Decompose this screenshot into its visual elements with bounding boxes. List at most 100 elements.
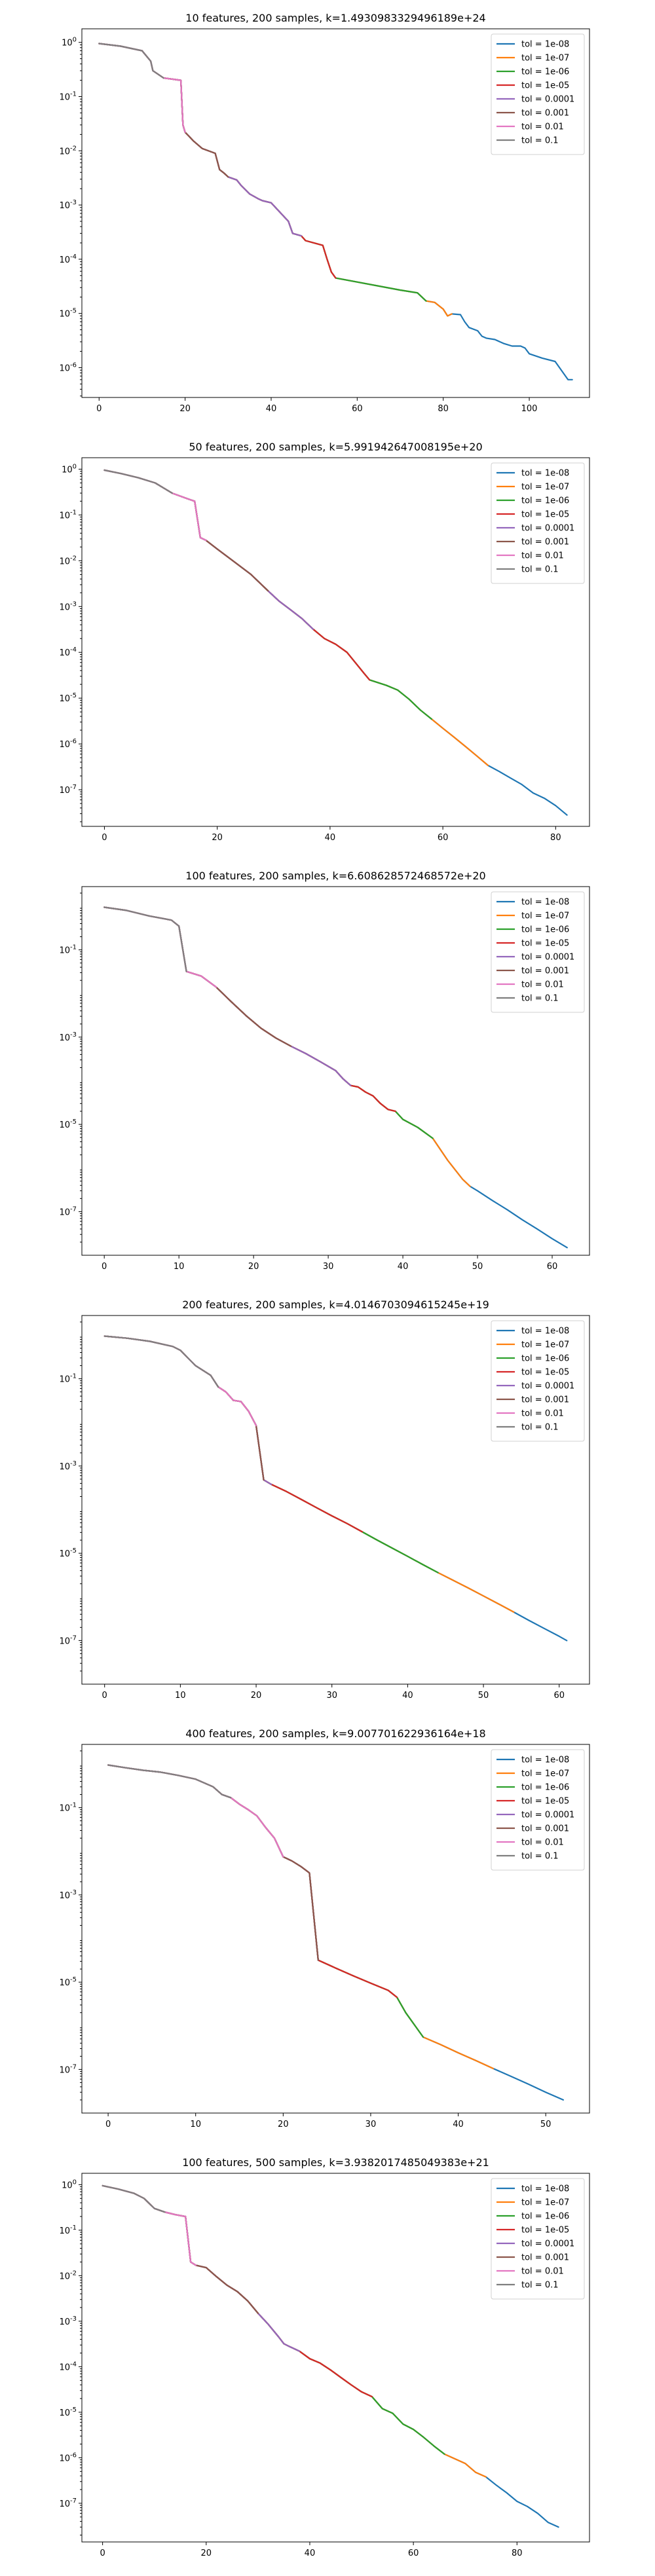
series-group <box>103 469 568 816</box>
y-tick-label: 10-3 <box>59 1460 77 1472</box>
legend-label: tol = 1e-06 <box>521 67 569 77</box>
axes-frame <box>81 28 590 398</box>
legend-label: tol = 0.001 <box>521 1395 569 1405</box>
legend-label: tol = 1e-06 <box>521 1783 569 1793</box>
y-tick-label: 10-7 <box>59 2063 77 2075</box>
y-tick-label: 10-5 <box>59 2406 77 2418</box>
legend-label: tol = 1e-08 <box>521 1327 569 1336</box>
y-tick-label: 10-1 <box>59 509 77 521</box>
y-tick-label: 10-3 <box>59 1031 77 1043</box>
y-tick-label: 10-1 <box>59 1802 77 1814</box>
y-tick-label: 100 <box>62 463 77 475</box>
y-tick-label: 10-1 <box>59 1373 77 1385</box>
x-tick-label: 40 <box>453 2120 464 2129</box>
x-tick-label: 60 <box>408 2548 419 2558</box>
series-group <box>107 1764 565 2101</box>
x-tick-label: 30 <box>323 1262 334 1272</box>
chart-2: 50 features, 200 samples, k=5.9919426470… <box>59 441 590 843</box>
legend-label: tol = 1e-07 <box>521 2198 569 2208</box>
y-tick-label: 10-7 <box>59 1205 77 1217</box>
legend-label: tol = 1e-08 <box>521 2184 569 2194</box>
legend-label: tol = 1e-07 <box>521 54 569 64</box>
y-tick-label: 10-4 <box>59 2361 77 2372</box>
legend-box <box>491 33 585 155</box>
x-tick-label: 50 <box>540 2120 552 2129</box>
y-tick-label: 100 <box>62 37 77 48</box>
series-line <box>103 906 187 972</box>
legend-label: tol = 1e-05 <box>521 1797 569 1807</box>
y-tick-label: 10-5 <box>59 1976 77 1988</box>
legend-label: tol = 1e-06 <box>521 1354 569 1364</box>
y-tick-label: 10-5 <box>59 692 77 704</box>
x-tick-label: 0 <box>102 1262 107 1272</box>
legend-label: tol = 0.0001 <box>521 953 574 963</box>
legend-box <box>491 2178 585 2300</box>
y-tick-label: 10-3 <box>59 199 77 211</box>
legend-label: tol = 0.1 <box>521 1423 559 1433</box>
x-tick-label: 100 <box>521 404 538 414</box>
legend-label: tol = 1e-08 <box>521 469 569 479</box>
series-group <box>103 906 568 1249</box>
x-tick-label: 50 <box>472 1262 483 1272</box>
legend: tol = 1e-08 tol = 1e-07 tol = 1e-06 tol = 1… <box>491 2178 585 2300</box>
chart-title: 400 features, 200 samples, k=9.007701622… <box>185 1727 485 1740</box>
x-tick-label: 40 <box>325 833 336 843</box>
y-tick-label: 10-7 <box>59 1634 77 1646</box>
series-line <box>102 2184 166 2213</box>
x-tick-label: 0 <box>96 404 102 414</box>
legend-label: tol = 1e-05 <box>521 81 569 91</box>
legend-label: tol = 1e-08 <box>521 898 569 908</box>
y-tick-label: 100 <box>62 2179 77 2190</box>
y-tick-label: 10-4 <box>59 253 77 265</box>
y-tick-label: 10-6 <box>59 738 77 750</box>
legend: tol = 1e-08 tol = 1e-07 tol = 1e-06 tol = 1… <box>491 33 585 155</box>
x-tick-label: 30 <box>326 1691 337 1701</box>
y-tick-label: 10-2 <box>59 2270 77 2281</box>
x-tick-label: 20 <box>179 404 191 414</box>
legend-label: tol = 1e-06 <box>521 496 569 506</box>
axes-frame <box>81 2173 590 2543</box>
y-tick-label: 10-6 <box>59 2452 77 2463</box>
y-tick-label: 10-2 <box>59 145 77 156</box>
legend-label: tol = 0.0001 <box>521 1811 574 1820</box>
legend-label: tol = 1e-08 <box>521 1756 569 1765</box>
x-tick-label: 20 <box>212 833 223 843</box>
legend-label: tol = 1e-08 <box>521 40 569 50</box>
x-tick-label: 0 <box>105 2120 111 2129</box>
x-tick-label: 0 <box>102 833 107 843</box>
x-tick-label: 60 <box>352 404 363 414</box>
legend-label: tol = 0.1 <box>521 1852 559 1862</box>
legend-label: tol = 0.1 <box>521 565 559 575</box>
y-tick-label: 10-5 <box>59 1547 77 1559</box>
legend-label: tol = 0.001 <box>521 109 569 119</box>
x-tick-label: 40 <box>402 1691 413 1701</box>
x-tick-label: 80 <box>438 404 449 414</box>
x-tick-label: 20 <box>278 2120 289 2129</box>
legend-label: tol = 0.1 <box>521 994 559 1004</box>
x-tick-label: 50 <box>478 1691 489 1701</box>
chart-title: 200 features, 200 samples, k=4.014670309… <box>182 1298 489 1311</box>
legend: tol = 1e-08 tol = 1e-07 tol = 1e-06 tol = 1… <box>491 462 585 584</box>
x-tick-label: 80 <box>550 833 561 843</box>
legend-label: tol = 0.1 <box>521 136 559 146</box>
y-tick-label: 10-5 <box>59 1118 77 1130</box>
y-tick-label: 10-3 <box>59 2315 77 2327</box>
legend-label: tol = 1e-05 <box>521 2226 569 2236</box>
chart-1: 10 features, 200 samples, k=1.4930983329… <box>59 12 590 414</box>
y-tick-label: 10-2 <box>59 555 77 566</box>
series-line <box>103 1335 219 1388</box>
chart-title: 10 features, 200 samples, k=1.4930983329… <box>185 12 485 24</box>
chart-title: 100 features, 500 samples, k=3.938201748… <box>182 2156 489 2169</box>
series-group <box>103 1335 568 1642</box>
x-tick-label: 60 <box>438 833 449 843</box>
series-group <box>102 2184 559 2528</box>
legend-label: tol = 0.01 <box>521 122 564 132</box>
legend-label: tol = 1e-07 <box>521 1769 569 1779</box>
legend: tol = 1e-08 tol = 1e-07 tol = 1e-06 tol = 1… <box>491 1749 585 1871</box>
legend-label: tol = 1e-05 <box>521 1368 569 1378</box>
y-tick-label: 10-1 <box>59 944 77 956</box>
legend-box <box>491 462 585 584</box>
x-tick-label: 40 <box>398 1262 409 1272</box>
legend-label: tol = 0.01 <box>521 1409 564 1419</box>
